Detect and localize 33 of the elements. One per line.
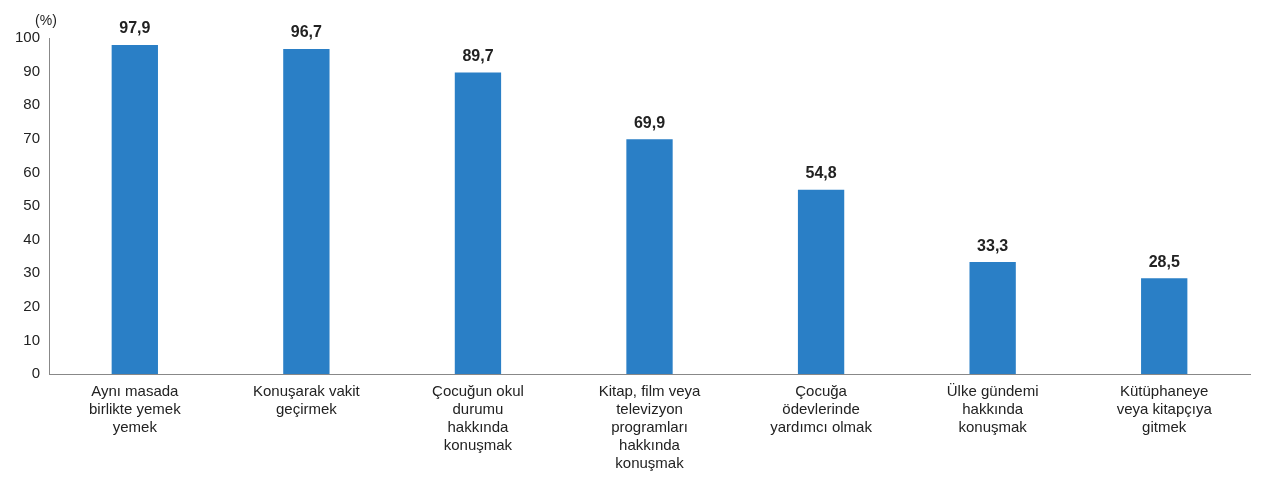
data-label: 89,7 <box>462 47 494 65</box>
y-tick-label: 90 <box>23 61 41 79</box>
x-tick-label: Aynı masada birlikte yemek yemek <box>88 382 182 436</box>
data-label: 33,3 <box>977 236 1009 254</box>
x-tick-label: Ülke gündemi hakkında konuşmak <box>946 382 1039 436</box>
x-tick-label: Çocuğun okul durumu hakkında konuşmak <box>432 382 524 454</box>
bar <box>626 139 673 374</box>
y-tick-label: 0 <box>31 364 41 382</box>
x-tick-label: Çocuğa ödevlerinde yardımcı olmak <box>770 382 873 436</box>
y-tick-label: 10 <box>23 330 41 348</box>
bar <box>283 49 330 374</box>
y-tick-label: 80 <box>23 95 41 113</box>
data-label: 28,5 <box>1148 252 1180 270</box>
y-tick-label: 20 <box>23 296 41 314</box>
y-tick-label: 50 <box>23 196 41 214</box>
y-tick-label: 100 <box>15 28 41 46</box>
x-tick-label: Konuşarak vakit geçirmek <box>253 382 361 418</box>
bar <box>1141 278 1188 374</box>
x-tick-label: Kitap, film veya televizyon programları hakkında konuşmak <box>598 382 702 472</box>
y-tick-label: 70 <box>23 128 41 146</box>
x-tick-label: Kütüphaneye veya kitapçıya gitmek <box>1116 382 1213 436</box>
bar <box>969 262 1016 374</box>
bar <box>454 72 502 374</box>
y-tick-label: 60 <box>23 162 41 180</box>
bar <box>111 45 158 374</box>
data-label: 54,8 <box>805 164 837 182</box>
data-label: 96,7 <box>290 23 323 41</box>
y-axis-title: (%) <box>35 11 57 28</box>
data-label: 97,9 <box>119 19 151 37</box>
bar <box>797 189 845 374</box>
y-tick-label: 30 <box>23 263 41 281</box>
y-tick-label: 40 <box>23 229 41 247</box>
data-label: 69,9 <box>633 113 666 131</box>
